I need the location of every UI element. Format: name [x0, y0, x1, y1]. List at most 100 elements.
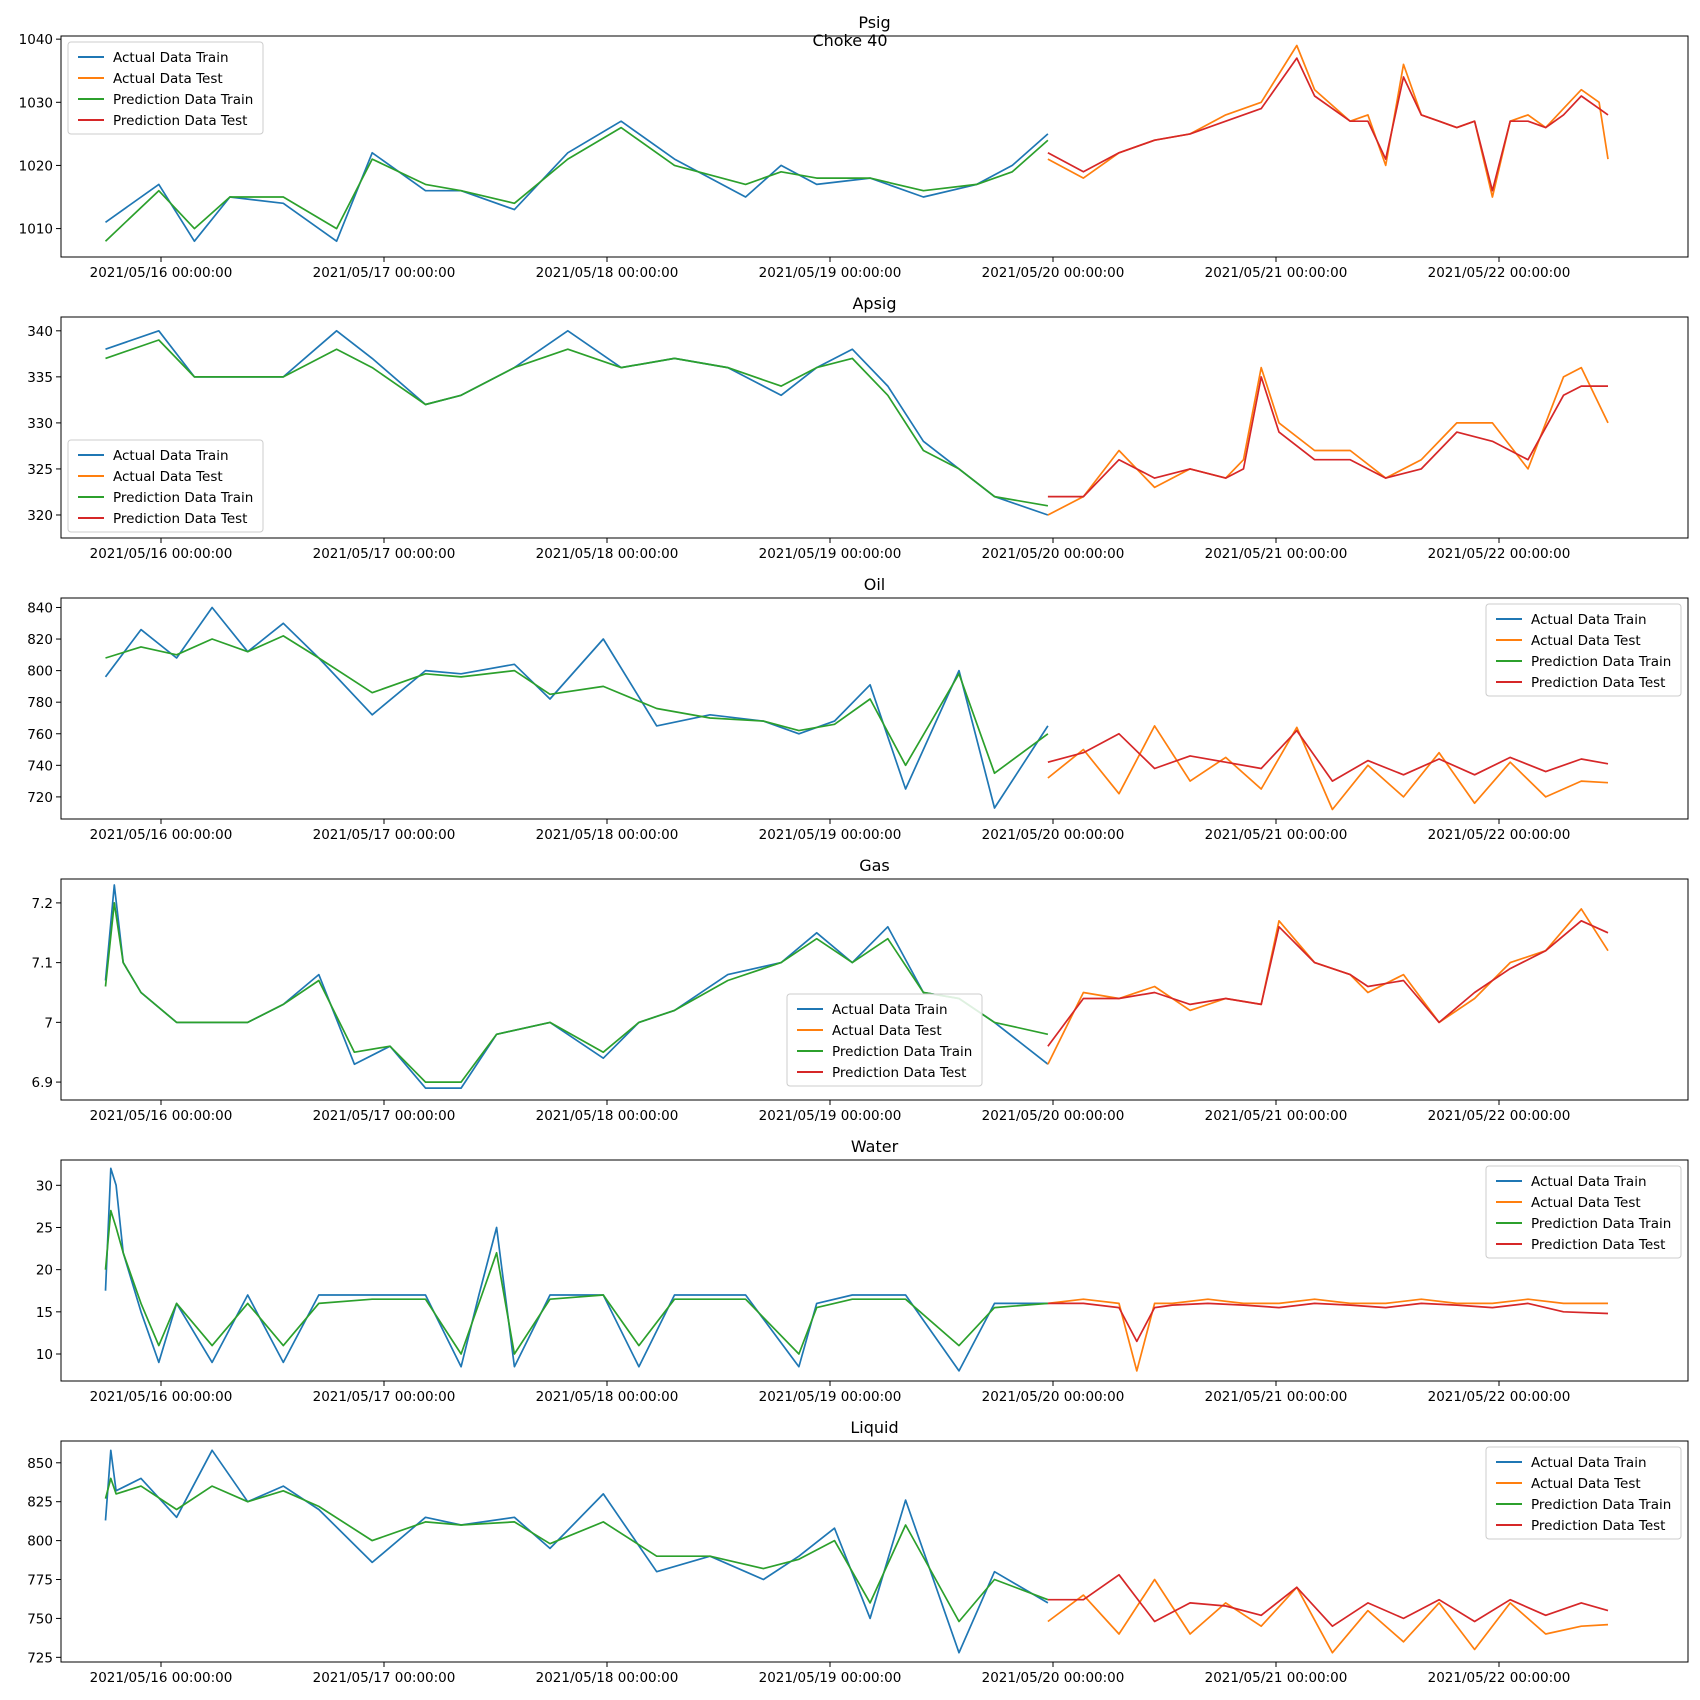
legend-entry: Prediction Data Test: [113, 113, 247, 129]
x-tick-label: 2021/05/22 00:00:00: [1428, 546, 1571, 562]
x-tick-label: 2021/05/19 00:00:00: [759, 1108, 902, 1124]
y-tick-label: 800: [27, 664, 53, 680]
y-tick-label: 725: [27, 1650, 53, 1666]
y-tick-label: 1010: [19, 222, 53, 238]
y-tick-label: 10: [36, 1347, 53, 1363]
legend-entry: Actual Data Train: [113, 448, 229, 464]
x-tick-label: 2021/05/19 00:00:00: [759, 1670, 902, 1686]
x-tick-label: 2021/05/20 00:00:00: [982, 1108, 1125, 1124]
y-tick-label: 330: [27, 416, 53, 432]
legend-entry: Actual Data Train: [832, 1002, 948, 1018]
series-line-actual-data-test: [1048, 1299, 1608, 1371]
legend-entry: Prediction Data Train: [1531, 1497, 1671, 1513]
y-tick-label: 820: [27, 632, 53, 648]
subplot-oil: Oil 2021/05/16 00:00:00 2021/05/17 00:00:0…: [27, 575, 1688, 843]
legend-entry: Prediction Data Test: [1531, 1518, 1665, 1534]
y-tick-label: 7: [44, 1015, 53, 1031]
axes-frame: [61, 1441, 1688, 1662]
subplot-title: Gas: [859, 856, 890, 875]
y-tick-label: 760: [27, 727, 53, 743]
subplot-apsig: Apsig2021/05/16 00:00:00 2021/05/17 00:00…: [27, 294, 1688, 562]
series-line-actual-data-train: [106, 121, 1048, 241]
series-line-actual-data-test: [1048, 726, 1608, 810]
legend-entry: Actual Data Test: [1531, 1195, 1641, 1211]
x-tick-label: 2021/05/18 00:00:00: [536, 1389, 679, 1405]
x-tick-label: 2021/05/18 00:00:00: [536, 827, 679, 843]
legend: Actual Data Train Actual Data Test Predict…: [68, 440, 263, 532]
y-tick-label: 720: [27, 790, 53, 806]
legend-entry: Actual Data Test: [1531, 633, 1641, 649]
x-tick-label: 2021/05/20 00:00:00: [982, 1389, 1125, 1405]
legend-entry: Actual Data Test: [113, 71, 223, 87]
y-tick-label: 840: [27, 600, 53, 616]
axes-frame: [61, 1160, 1688, 1381]
legend: Actual Data Train Actual Data Test Predict…: [1486, 604, 1681, 696]
subplot-title: Liquid: [850, 1418, 898, 1437]
y-tick-label: 750: [27, 1611, 53, 1627]
x-tick-label: 2021/05/18 00:00:00: [536, 546, 679, 562]
legend-entry: Prediction Data Train: [1531, 1216, 1671, 1232]
x-tick-label: 2021/05/22 00:00:00: [1428, 1670, 1571, 1686]
legend-entry: Prediction Data Train: [832, 1044, 972, 1060]
x-tick-label: 2021/05/19 00:00:00: [759, 827, 902, 843]
series-line-prediction-data-test: [1048, 1575, 1608, 1626]
y-tick-label: 740: [27, 758, 53, 774]
series-line-actual-data-train: [106, 1450, 1048, 1652]
axes-frame: [61, 36, 1688, 257]
figure-suptitle: Choke 40: [812, 31, 887, 50]
series-line-actual-data-train: [106, 1168, 1048, 1371]
legend-entry: Prediction Data Test: [832, 1065, 966, 1081]
series-group: [106, 1168, 1609, 1371]
y-tick-label: 7.2: [32, 896, 53, 912]
series-line-prediction-data-train: [106, 1211, 1048, 1354]
x-tick-label: 2021/05/17 00:00:00: [313, 265, 456, 281]
y-tick-label: 825: [27, 1495, 53, 1511]
series-group: [106, 331, 1609, 515]
subplot-title: Oil: [864, 575, 885, 594]
series-group: [106, 608, 1609, 810]
series-group: [106, 1450, 1609, 1652]
x-tick-label: 2021/05/22 00:00:00: [1428, 1389, 1571, 1405]
x-tick-label: 2021/05/22 00:00:00: [1428, 265, 1571, 281]
series-line-prediction-data-test: [1048, 58, 1608, 191]
x-tick-label: 2021/05/17 00:00:00: [313, 827, 456, 843]
legend-entry: Prediction Data Test: [1531, 1237, 1665, 1253]
y-tick-label: 320: [27, 508, 53, 524]
y-tick-label: 335: [27, 370, 53, 386]
x-tick-label: 2021/05/22 00:00:00: [1428, 1108, 1571, 1124]
legend-entry: Actual Data Train: [1531, 1174, 1647, 1190]
legend-entry: Actual Data Train: [1531, 612, 1647, 628]
x-tick-label: 2021/05/16 00:00:00: [90, 546, 233, 562]
axes-frame: [61, 317, 1688, 538]
y-tick-label: 1020: [19, 158, 53, 174]
legend-entry: Prediction Data Train: [113, 490, 253, 506]
legend: Actual Data Train Actual Data Test Predict…: [787, 994, 982, 1086]
y-tick-label: 25: [36, 1220, 53, 1236]
subplot-title: Water: [851, 1137, 899, 1156]
legend-entry: Prediction Data Test: [1531, 675, 1665, 691]
legend-entry: Prediction Data Test: [113, 511, 247, 527]
x-tick-label: 2021/05/20 00:00:00: [982, 827, 1125, 843]
subplot-water: Water 2021/05/16 00:00:00 2021/05/17 00:00…: [36, 1137, 1688, 1405]
legend-entry: Actual Data Train: [1531, 1455, 1647, 1471]
y-tick-label: 800: [27, 1534, 53, 1550]
y-tick-label: 1030: [19, 95, 53, 111]
series-group: [106, 46, 1609, 242]
subplot-liquid: Liquid2021/05/16 00:00:00 2021/05/17 00:0…: [27, 1418, 1688, 1686]
y-tick-label: 775: [27, 1573, 53, 1589]
x-tick-label: 2021/05/20 00:00:00: [982, 265, 1125, 281]
x-tick-label: 2021/05/16 00:00:00: [90, 827, 233, 843]
series-line-prediction-data-train: [106, 636, 1048, 773]
legend: Actual Data Train Actual Data Test Predict…: [1486, 1166, 1681, 1258]
x-tick-label: 2021/05/19 00:00:00: [759, 1389, 902, 1405]
y-tick-label: 6.9: [32, 1075, 53, 1091]
x-tick-label: 2021/05/21 00:00:00: [1205, 827, 1348, 843]
x-tick-label: 2021/05/16 00:00:00: [90, 265, 233, 281]
y-tick-label: 30: [36, 1178, 53, 1194]
legend-entry: Prediction Data Train: [1531, 654, 1671, 670]
x-tick-label: 2021/05/21 00:00:00: [1205, 265, 1348, 281]
x-tick-label: 2021/05/22 00:00:00: [1428, 827, 1571, 843]
x-tick-label: 2021/05/16 00:00:00: [90, 1108, 233, 1124]
x-tick-label: 2021/05/18 00:00:00: [536, 1670, 679, 1686]
legend-entry: Actual Data Test: [1531, 1476, 1641, 1492]
